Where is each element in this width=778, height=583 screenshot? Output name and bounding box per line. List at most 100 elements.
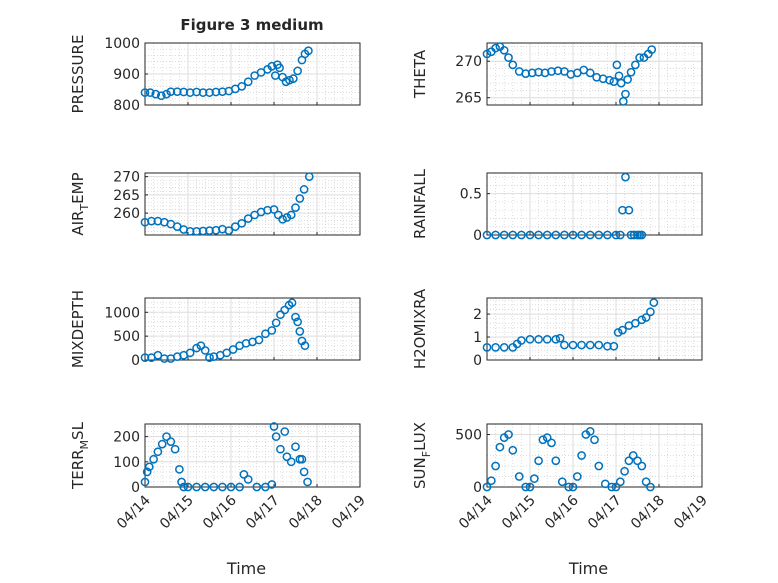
terr-msl-ytick-label: 100 bbox=[113, 455, 140, 471]
mixdepth-data-point bbox=[267, 326, 277, 335]
air-temp-ytick-label: 270 bbox=[113, 170, 140, 186]
terr-msl-data-point bbox=[299, 467, 309, 477]
air-temp-data-point bbox=[286, 210, 296, 220]
pressure-data-point bbox=[275, 63, 284, 73]
sun-flux-data-point bbox=[615, 477, 625, 487]
h2omixra-axes-box bbox=[486, 297, 703, 361]
h2omixra-data-point bbox=[517, 336, 526, 345]
rainfall-data-point bbox=[611, 230, 621, 240]
terr-msl-data-point bbox=[267, 480, 277, 489]
theta-data-point bbox=[631, 60, 640, 70]
air-temp-ylabel: AIRTEMP bbox=[69, 172, 91, 235]
rainfall-data-point bbox=[594, 230, 604, 240]
subplot-air-temp: 260 265 270 AIRTEMP bbox=[69, 170, 361, 236]
terr-msl-data-point bbox=[297, 454, 307, 464]
mixdepth-data-point bbox=[287, 298, 297, 308]
theta-data-point bbox=[504, 53, 513, 62]
sun-flux-data-point bbox=[504, 430, 513, 439]
terr-msl-data-point bbox=[192, 482, 201, 492]
rainfall-data-point bbox=[568, 230, 578, 240]
sun-flux-xtick-label: 04/19 bbox=[671, 493, 711, 533]
sun-flux-data-point bbox=[538, 435, 548, 445]
terr-msl-data-point bbox=[235, 482, 244, 492]
air-temp-data-point bbox=[282, 213, 292, 222]
terr-msl-plot-area bbox=[145, 424, 360, 487]
mixdepth-ytick-label: 1000 bbox=[104, 305, 140, 321]
sun-flux-xtick-label: 04/16 bbox=[542, 492, 582, 532]
pressure-data-point bbox=[285, 75, 294, 85]
sun-flux-data-point bbox=[646, 482, 655, 492]
subplot-sun-flux: 0 500 SUNFLUX 04/14 04/15 04/16 04/17 04/18 04/1… bbox=[411, 422, 711, 578]
terr-msl-data-point bbox=[269, 422, 279, 431]
sun-flux-data-point bbox=[508, 445, 518, 455]
h2omixra-ytick-label: 1 bbox=[473, 330, 482, 346]
terr-msl-data-point bbox=[166, 437, 176, 446]
theta-data-point bbox=[508, 60, 518, 70]
terr-msl-data-point bbox=[149, 454, 158, 464]
rainfall-data-point bbox=[637, 230, 647, 240]
terr-msl-data-point bbox=[271, 432, 281, 441]
air-temp-data-point bbox=[273, 210, 283, 220]
sun-flux-data-point bbox=[611, 482, 621, 492]
h2omixra-ytick-label: 2 bbox=[473, 307, 482, 323]
sun-flux-data-point bbox=[633, 456, 642, 466]
pressure-ylabel: PRESSURE bbox=[69, 35, 87, 114]
air-temp-data-point bbox=[299, 185, 309, 194]
sun-flux-data-point bbox=[628, 451, 638, 460]
sun-flux-data-point bbox=[641, 477, 651, 487]
rainfall-data-point bbox=[624, 205, 634, 215]
h2omixra-ytick-label: 0 bbox=[473, 353, 482, 369]
air-temp-plot-area bbox=[145, 173, 360, 235]
air-temp-data-point bbox=[304, 172, 314, 181]
sun-flux-data-point bbox=[637, 461, 647, 471]
h2omixra-data-point bbox=[534, 334, 543, 344]
rainfall-data-point bbox=[603, 230, 612, 240]
sun-flux-xlabel: Time bbox=[568, 559, 608, 578]
sun-flux-data-point bbox=[624, 456, 634, 466]
terr-msl-data-point bbox=[282, 452, 292, 462]
rainfall-data-point bbox=[525, 230, 535, 240]
air-temp-data-point bbox=[291, 203, 300, 212]
mixdepth-data-point bbox=[291, 312, 300, 322]
h2omixra-data-point bbox=[491, 343, 500, 352]
mixdepth-plot-area bbox=[145, 298, 360, 360]
h2omixra-data-point bbox=[631, 318, 640, 328]
pressure-data-point bbox=[151, 89, 161, 99]
rainfall-data-point bbox=[585, 230, 595, 240]
air-temp-data-point bbox=[243, 214, 253, 223]
terr-msl-data-point bbox=[177, 477, 186, 487]
rainfall-data-point bbox=[615, 230, 625, 240]
theta-data-point bbox=[612, 60, 622, 70]
sun-flux-xtick-label: 04/17 bbox=[585, 493, 625, 533]
mixdepth-data-point bbox=[228, 345, 238, 354]
terr-msl-ytick-label: 0 bbox=[131, 480, 140, 496]
pressure-data-point bbox=[289, 74, 298, 84]
air-temp-axes-box bbox=[144, 172, 361, 236]
sun-flux-data-point bbox=[525, 482, 535, 492]
pressure-data-point bbox=[267, 61, 277, 71]
terr-msl-data-point bbox=[179, 482, 189, 492]
pressure-data-point bbox=[156, 91, 166, 101]
terr-msl-data-point bbox=[226, 482, 236, 492]
theta-ytick-label: 265 bbox=[455, 91, 482, 107]
h2omixra-data-point bbox=[499, 343, 509, 352]
theta-ylabel: THETA bbox=[411, 49, 429, 99]
terr-msl-data-point bbox=[153, 447, 163, 457]
sun-flux-data-point bbox=[564, 482, 574, 492]
subplot-rainfall: 0 0.5 RAINFALL bbox=[411, 168, 703, 244]
mixdepth-data-point bbox=[205, 353, 214, 362]
pressure-data-point bbox=[237, 82, 247, 91]
pressure-data-point bbox=[140, 88, 150, 97]
terr-msl-data-point bbox=[276, 444, 285, 454]
pressure-data-point bbox=[162, 89, 171, 99]
terr-msl-data-point bbox=[142, 467, 152, 477]
terr-msl-data-point bbox=[286, 457, 296, 467]
sun-flux-axes-box bbox=[486, 423, 703, 488]
terr-msl-data-point bbox=[162, 432, 171, 441]
mixdepth-data-point bbox=[222, 348, 232, 358]
theta-data-point bbox=[605, 75, 614, 85]
h2omixra-data-point bbox=[613, 328, 623, 337]
h2omixra-ylabel: H2OMIXRA bbox=[411, 288, 429, 369]
terr-msl-data-point bbox=[144, 462, 154, 472]
